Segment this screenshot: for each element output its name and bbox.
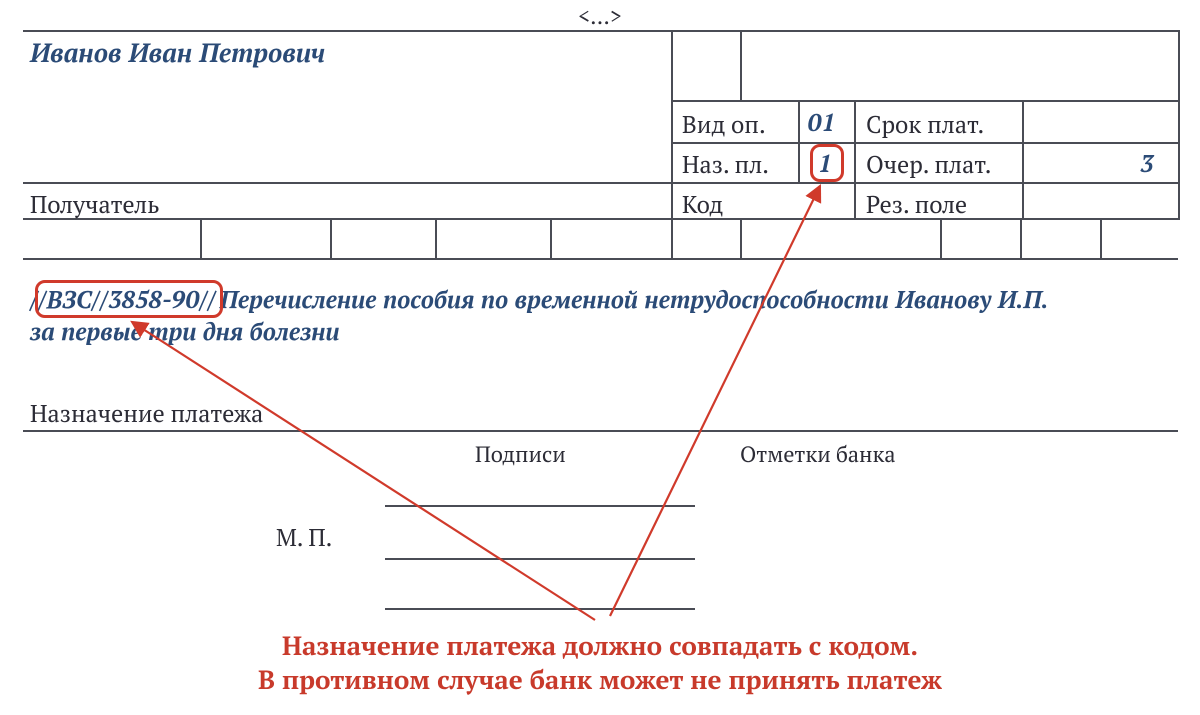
rule: [671, 100, 1178, 102]
rule: [740, 218, 742, 258]
rule: [854, 100, 856, 218]
highlight-vzs: [35, 280, 223, 318]
rule: [330, 218, 332, 258]
rule: [671, 142, 1178, 144]
rule: [385, 558, 695, 560]
label-vid-op: Вид оп.: [682, 108, 766, 140]
label-naz-pl: Наз. пл.: [682, 148, 769, 180]
rule: [23, 430, 1178, 432]
rule: [385, 608, 695, 610]
rule: [671, 30, 673, 258]
callout: Назначение платежа должно совпадать с ко…: [0, 630, 1200, 698]
label-rez-pole: Рез. поле: [866, 188, 967, 220]
rule: [23, 218, 1178, 220]
rule: [740, 30, 742, 100]
rule: [798, 100, 800, 182]
payee-name: Иванов Иван Петрович: [30, 36, 325, 70]
callout-line2: В противном случае банк может не принять…: [0, 664, 1200, 698]
label-signatures: Подписи: [475, 440, 566, 469]
rule: [550, 218, 552, 258]
purpose-line1: Перечисление пособия по временной нетруд…: [220, 283, 1049, 315]
payment-form: <…> Иванов Иван Петрович Вид оп. 01 Срок…: [20, 0, 1180, 715]
label-mp: М. П.: [276, 521, 332, 553]
rule: [23, 30, 1178, 32]
label-recipient: Получатель: [30, 188, 159, 220]
rule: [1100, 218, 1102, 258]
rule: [1022, 100, 1024, 218]
purpose-line2: за первые три дня болезни: [30, 315, 340, 347]
rule: [1020, 218, 1022, 258]
rule: [435, 218, 437, 258]
rule: [385, 505, 695, 507]
label-bank-marks: Отметки банка: [740, 440, 896, 469]
callout-line1: Назначение платежа должно совпадать с ко…: [0, 630, 1200, 664]
rule: [23, 258, 1178, 260]
rule: [200, 218, 202, 258]
highlight-naz-pl: [810, 144, 844, 182]
rule: [1178, 30, 1180, 220]
label-kod: Код: [682, 188, 723, 220]
label-ocher-plat: Очер. плат.: [866, 148, 992, 180]
label-purpose: Назначение платежа: [30, 397, 263, 429]
value-vid-op: 01: [808, 106, 835, 138]
rule: [23, 182, 1178, 184]
ellipsis: <…>: [20, 2, 1180, 31]
rule: [940, 218, 942, 258]
label-srok-plat: Срок плат.: [866, 108, 984, 140]
value-ocher-plat: 3: [1140, 147, 1153, 179]
